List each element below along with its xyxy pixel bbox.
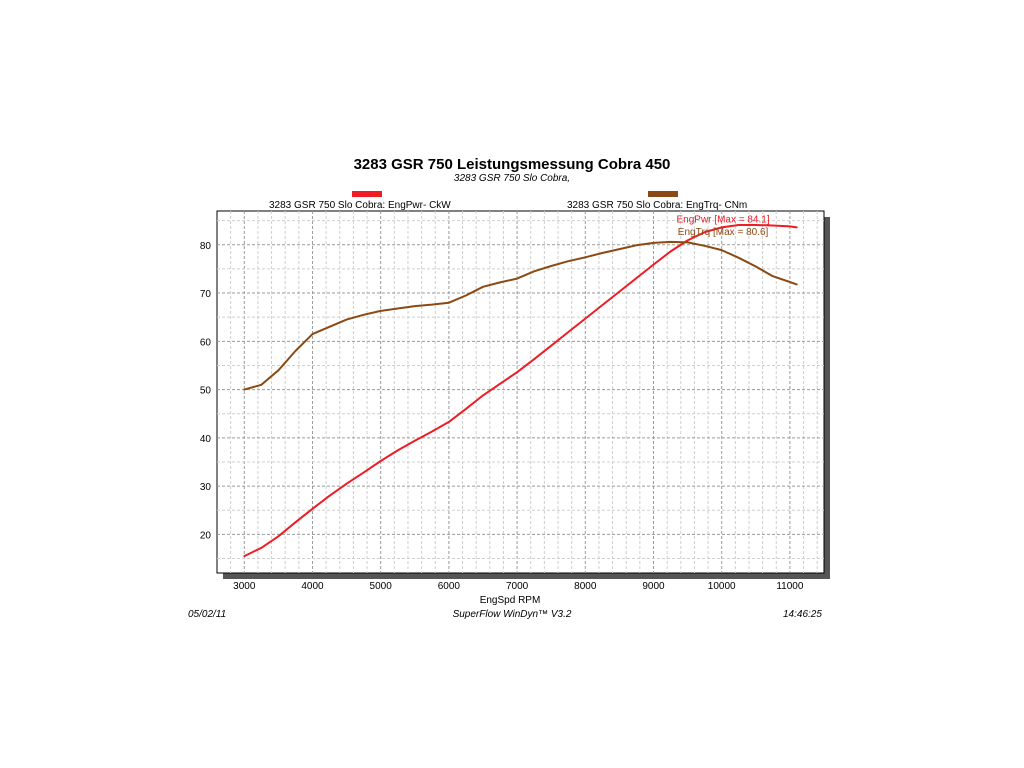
- legend-swatch-power: [352, 191, 382, 197]
- x-tick-label: 10000: [708, 581, 736, 592]
- annotation-torque-max: EngTrq [Max = 80.6]: [678, 227, 769, 238]
- chart-subtitle: 3283 GSR 750 Slo Cobra,: [453, 173, 571, 184]
- grid-lines: [217, 211, 824, 573]
- footer-date: 05/02/11: [188, 609, 227, 620]
- legend-label-power: 3283 GSR 750 Slo Cobra: EngPwr- CkW: [269, 200, 451, 211]
- x-tick-label: 6000: [438, 581, 461, 592]
- x-tick-label: 9000: [642, 581, 665, 592]
- x-tick-label: 5000: [370, 581, 393, 592]
- footer-software: SuperFlow WinDyn™ V3.2: [452, 609, 572, 620]
- legend-swatch-torque: [648, 191, 678, 197]
- series-lines: [243, 224, 798, 558]
- y-tick-label: 70: [200, 289, 212, 300]
- x-tick-label: 7000: [506, 581, 529, 592]
- y-tick-label: 20: [200, 530, 212, 541]
- legend-label-torque: 3283 GSR 750 Slo Cobra: EngTrq- CNm: [567, 200, 748, 211]
- footer-time: 14:46:25: [783, 609, 822, 620]
- x-tick-label: 4000: [301, 581, 324, 592]
- x-tick-label: 8000: [574, 581, 597, 592]
- annotation-power-max: EngPwr [Max = 84.1]: [677, 215, 770, 226]
- y-tick-label: 30: [200, 482, 212, 493]
- plot-area: [216, 210, 825, 574]
- series-line-engine-torque: [243, 240, 798, 391]
- y-tick-label: 80: [200, 241, 212, 252]
- y-tick-label: 50: [200, 386, 212, 397]
- x-axis-label: EngSpd RPM: [480, 595, 541, 606]
- chart-title: 3283 GSR 750 Leistungsmessung Cobra 450: [353, 156, 671, 173]
- annotations: EngPwr [Max = 84.1]EngTrq [Max = 80.6]: [677, 215, 770, 239]
- y-tick-label: 60: [200, 337, 212, 348]
- y-tick-label: 40: [200, 434, 212, 445]
- x-tick-label: 3000: [233, 581, 256, 592]
- x-tick-label: 11000: [776, 581, 804, 592]
- series-line-engine-power: [243, 224, 798, 558]
- axis-ticks: 3000 4000 5000 6000 7000 8000 9000 10000 11000 20…: [200, 241, 804, 592]
